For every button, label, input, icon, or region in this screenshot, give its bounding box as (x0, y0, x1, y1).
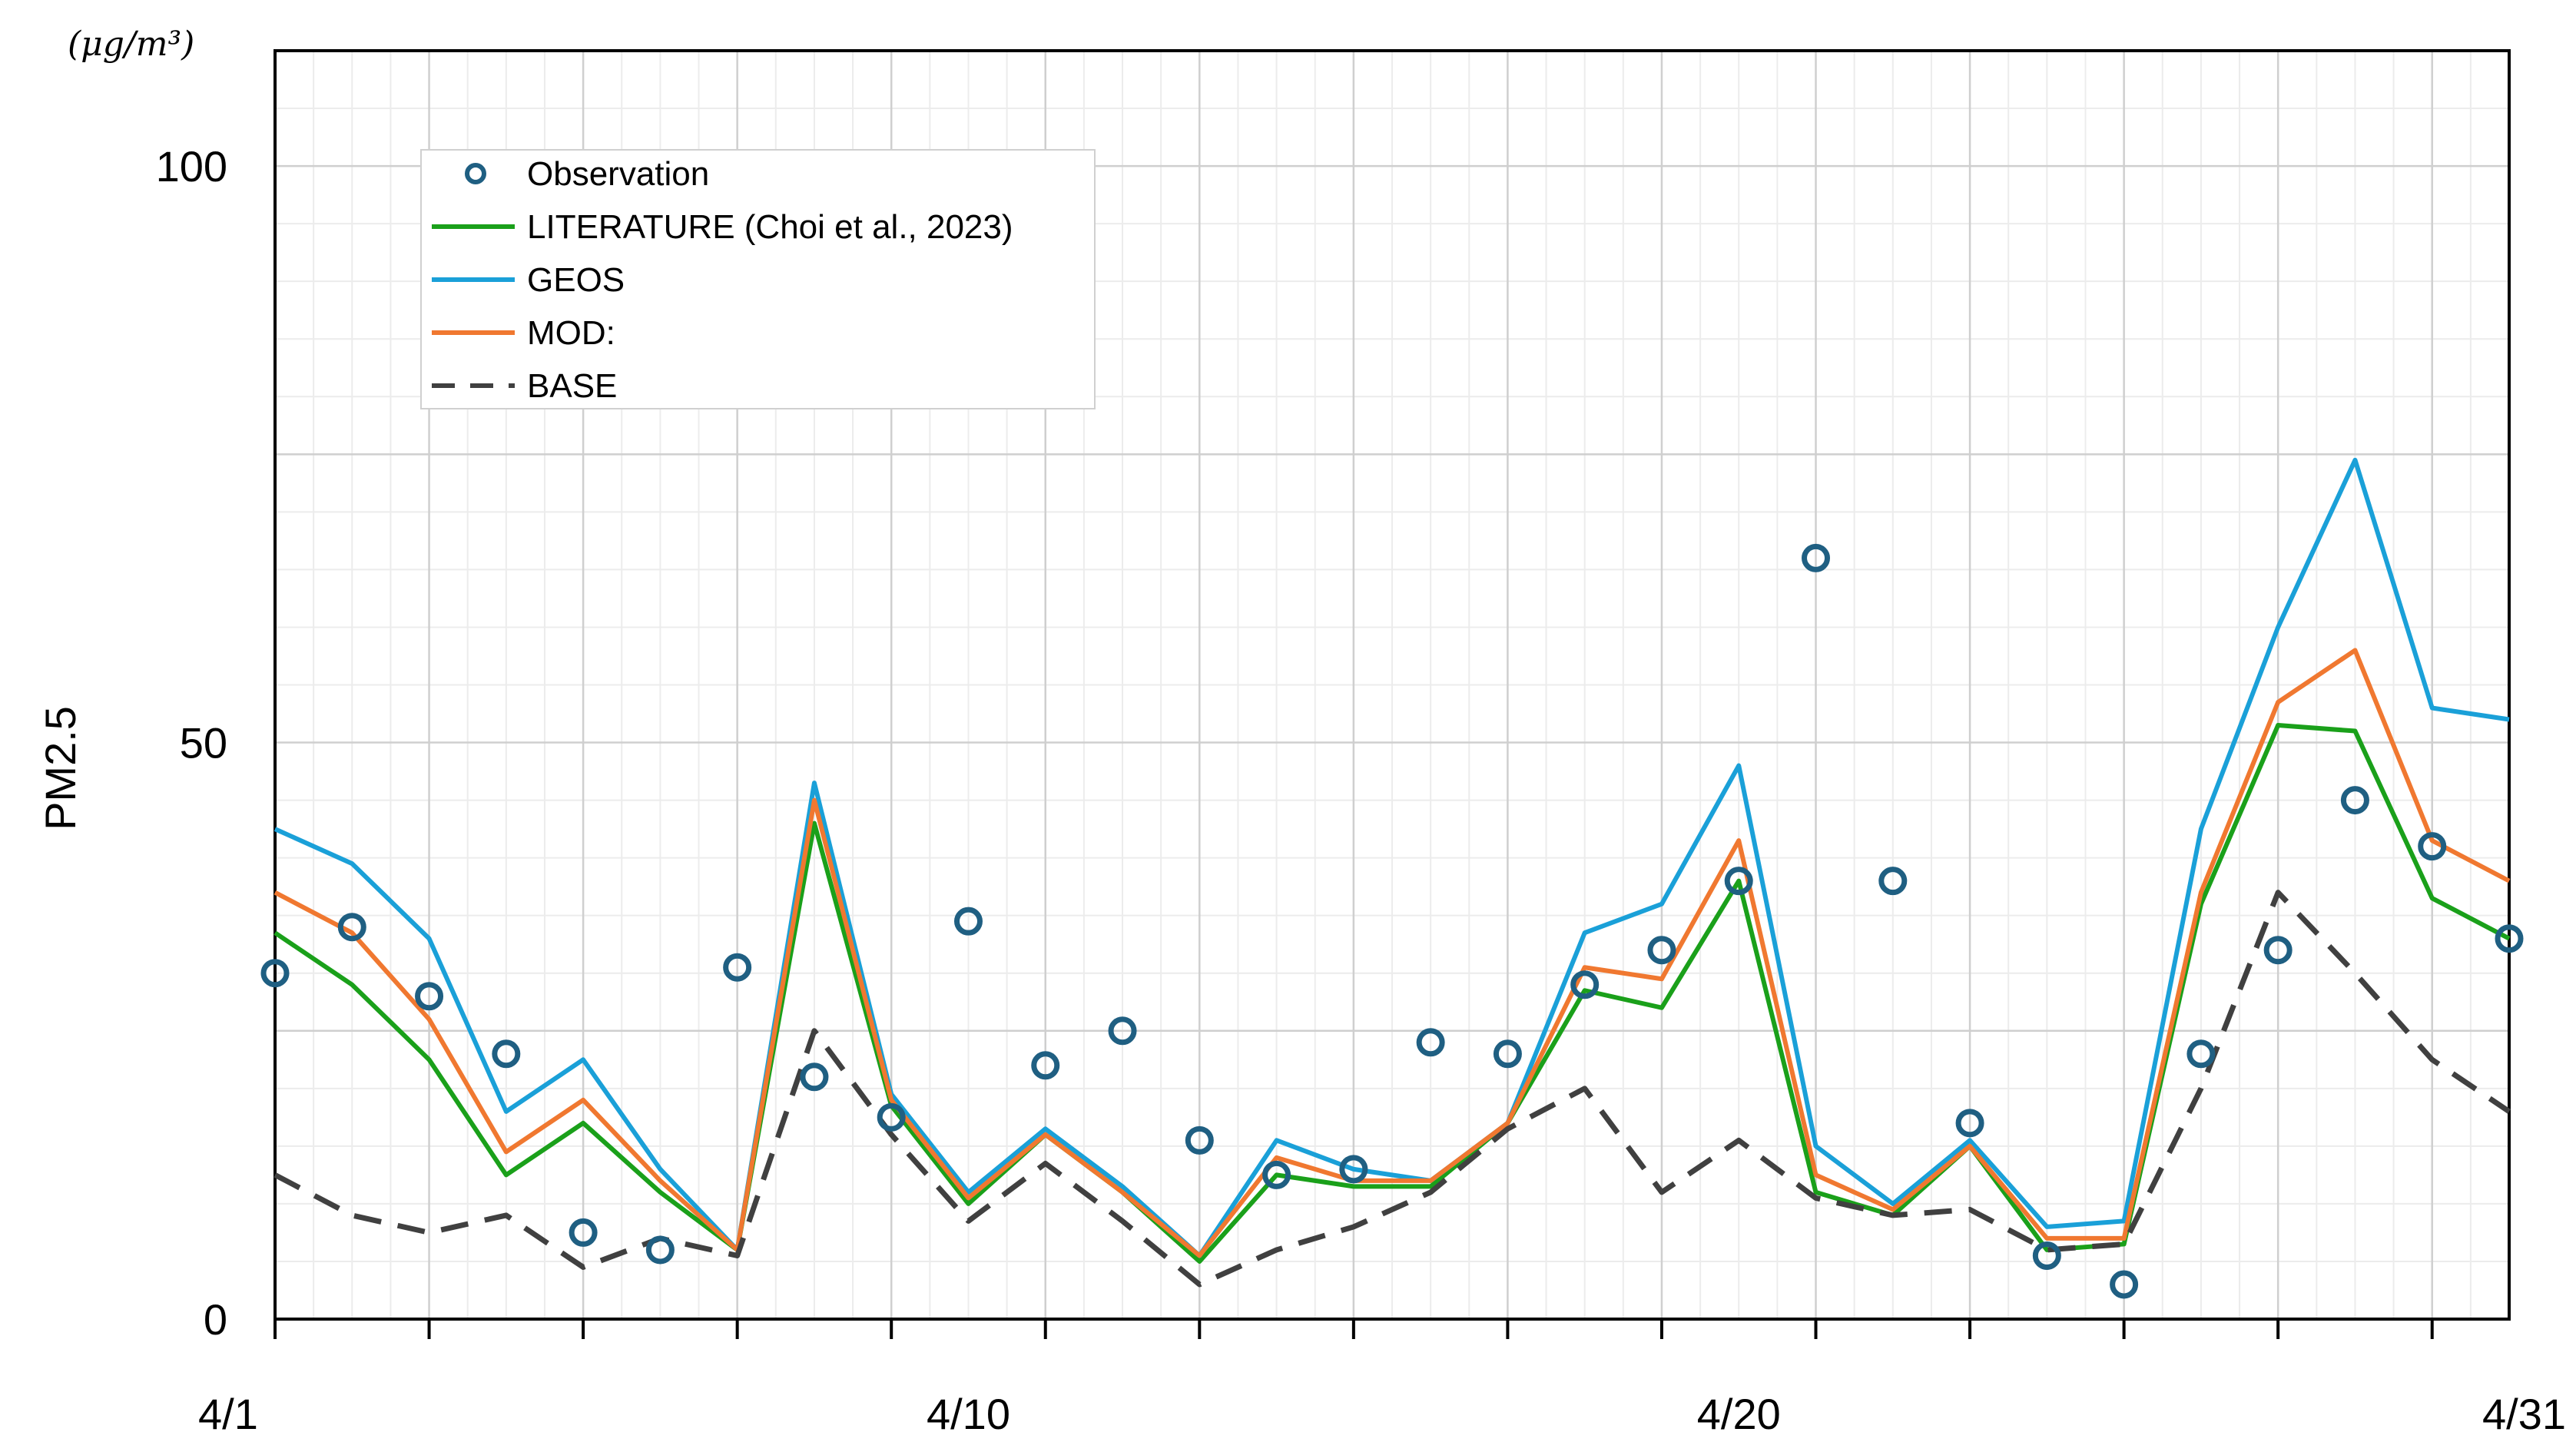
legend-box (420, 149, 1096, 409)
x-tick-label: 4/10 (927, 1390, 1010, 1438)
x-axis-tick-labels: 4/1 4/10 4/20 4/31 (198, 1390, 2566, 1438)
observation-point (645, 1235, 675, 1265)
observation-point (2032, 1241, 2061, 1270)
legend-label: LITERATURE (Choi et al., 2023) (527, 208, 1013, 246)
series-lines (274, 457, 2511, 1288)
observation-point (1108, 1016, 1137, 1046)
legend-label: MOD: (527, 314, 615, 352)
observation-point (800, 1062, 829, 1092)
observation-point (1878, 867, 1908, 896)
y-axis-title: PM2.5 (36, 706, 85, 830)
observation-point (1955, 1109, 1984, 1138)
series-line-base (274, 890, 2511, 1288)
observation-point (1493, 1039, 1522, 1069)
legend-label: GEOS (527, 261, 625, 299)
observation-point (569, 1218, 598, 1247)
observation-point (877, 1102, 906, 1132)
y-tick-label: 0 (204, 1295, 227, 1344)
observation-point (1185, 1125, 1214, 1155)
x-tick-label: 4/1 (198, 1390, 258, 1438)
observation-point (1031, 1051, 1060, 1080)
y-axis-tick-labels: 0 50 100 (156, 142, 227, 1344)
observation-point (2263, 936, 2293, 965)
observation-point (723, 953, 752, 982)
observation-point (1339, 1155, 1368, 1184)
legend-label: BASE (527, 367, 617, 405)
observation-point (492, 1039, 521, 1069)
series-line-geos (274, 457, 2510, 1258)
observation-point (260, 959, 290, 988)
observation-point (337, 913, 366, 942)
observation-point (1262, 1160, 1291, 1189)
observation-point (415, 982, 444, 1011)
legend: Observation LITERATURE (Choi et al., 2023… (420, 149, 1096, 409)
series-line-mod (274, 648, 2511, 1258)
observation-point (2186, 1039, 2216, 1069)
observation-point (2110, 1270, 2139, 1299)
legend-label: Observation (527, 155, 709, 193)
y-axis-unit: (μg/m³) (68, 25, 194, 64)
legend-marker-observation (465, 163, 486, 184)
observation-point (1570, 970, 1600, 999)
y-tick-label: 50 (180, 719, 227, 767)
x-tick-label: 4/31 (2482, 1390, 2566, 1438)
observation-point (953, 907, 983, 936)
observation-point (1724, 867, 1753, 896)
observation-point (1647, 936, 1676, 965)
observation-point (2418, 832, 2447, 861)
plot-frame (274, 49, 2511, 1321)
observation-point (1802, 543, 1831, 572)
y-tick-label: 100 (156, 142, 227, 191)
observation-point (1416, 1028, 1445, 1057)
x-axis-ticks (274, 1319, 2434, 1339)
x-tick-label: 4/20 (1697, 1390, 1781, 1438)
observation-point (2495, 924, 2524, 953)
observation-point (2340, 786, 2369, 815)
observation-markers (260, 543, 2524, 1299)
